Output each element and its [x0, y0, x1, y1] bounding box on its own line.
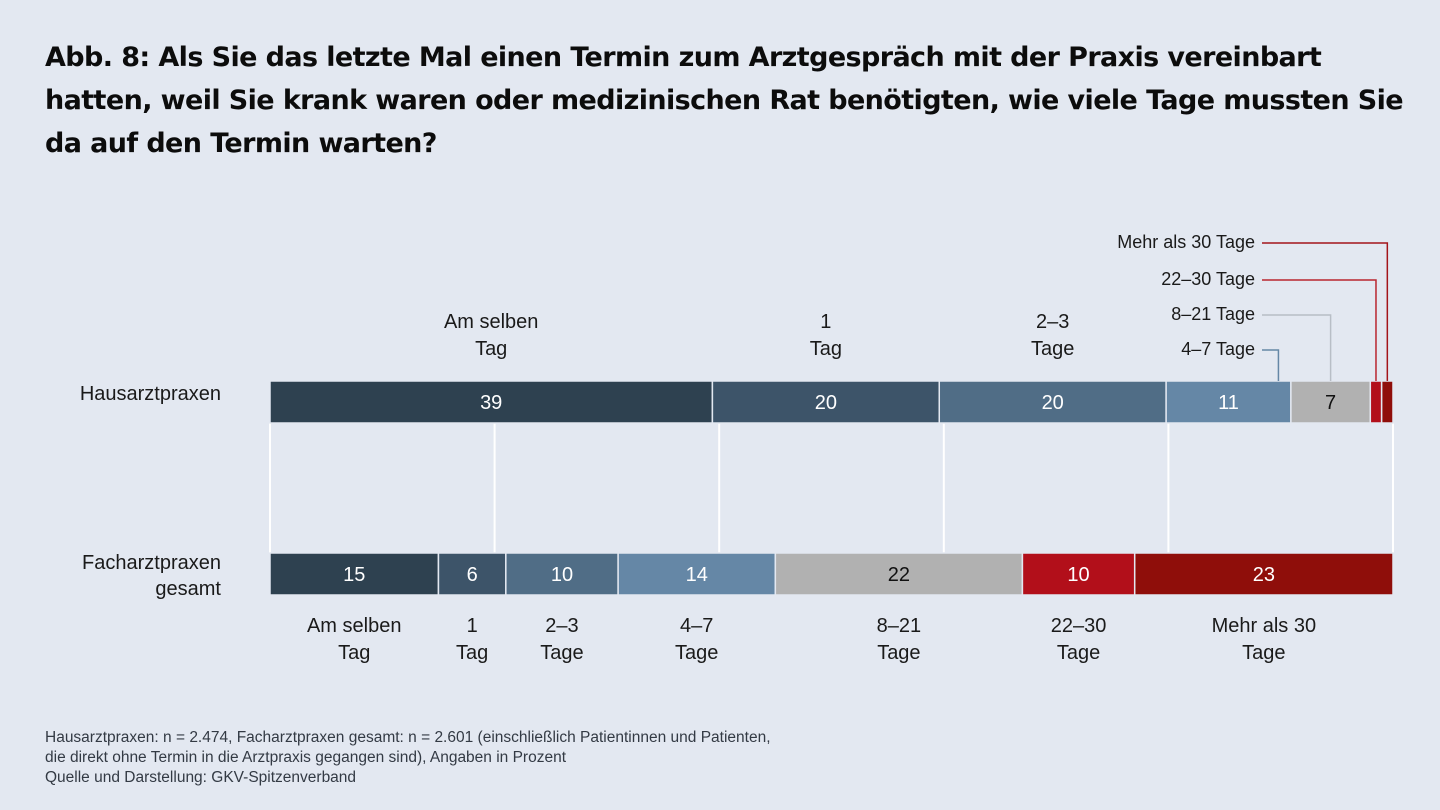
data-label: 22: [888, 564, 910, 586]
row-label: Hausarztpraxen: [79, 383, 221, 405]
data-label: 7: [1325, 392, 1336, 414]
bar-segment: [505, 552, 619, 596]
category-label: 2–3 Tage: [540, 615, 584, 664]
leader-label: 22–30 Tage: [1161, 269, 1255, 289]
footnote: Hausarztpraxen: n = 2.474, Facharztpraxe…: [45, 728, 945, 788]
data-label: 10: [1067, 564, 1089, 586]
bars: 39 20 20 11 7 15 6 10 14 22 10 23: [269, 380, 1394, 596]
footnote-line: Hausarztpraxen: n = 2.474, Facharztpraxe…: [45, 729, 771, 746]
category-label: 8–21 Tage: [876, 615, 922, 664]
leader-line: [1262, 314, 1332, 381]
data-label: 20: [1042, 392, 1064, 414]
bar-segment: [1290, 380, 1372, 424]
leader-line: [1262, 279, 1377, 381]
category-label: 22–30 Tage: [1050, 615, 1107, 664]
data-label: 20: [815, 392, 837, 414]
bar-segment: [269, 380, 714, 424]
category-label: Am selben Tag: [306, 615, 402, 664]
data-label: 11: [1218, 392, 1239, 414]
leader-lines: [1262, 242, 1389, 381]
category-label: Mehr als 30 Tage: [1211, 615, 1317, 664]
category-label: 1 Tag: [809, 311, 842, 360]
bar-segment: [1133, 552, 1394, 596]
row-label: Facharztpraxen gesamt: [82, 552, 221, 600]
bar-segment: [617, 552, 777, 596]
data-label: 39: [480, 392, 502, 414]
category-label: 2–3 Tage: [1031, 311, 1075, 360]
data-label: 15: [343, 564, 365, 586]
category-label: 4–7 Tage: [675, 615, 719, 664]
chart-title: Abb. 8: Als Sie das letzte Mal einen Ter…: [45, 42, 1404, 159]
bar-segment: [1369, 380, 1383, 424]
bar-segment: [437, 552, 507, 596]
leader-label: Mehr als 30 Tage: [1117, 232, 1255, 252]
footnote-line: Quelle und Darstellung: GKV-Spitzenverba…: [45, 769, 357, 786]
data-label: 23: [1253, 564, 1275, 586]
data-label: 6: [467, 564, 478, 586]
category-label: Am selben Tag: [443, 311, 539, 360]
leader-line: [1262, 242, 1389, 381]
leader-label: 4–7 Tage: [1181, 339, 1255, 359]
bar-segment: [774, 552, 1024, 596]
data-label: 10: [551, 564, 573, 586]
gridlines: [269, 423, 1394, 553]
bar-segment: [1380, 380, 1394, 424]
category-label: 1 Tag: [456, 615, 489, 664]
data-label: 14: [686, 564, 708, 586]
footnote-line: die direkt ohne Termin in die Arztpraxis…: [45, 749, 567, 766]
leader-label: 8–21 Tage: [1171, 304, 1255, 324]
leader-line: [1262, 349, 1280, 381]
